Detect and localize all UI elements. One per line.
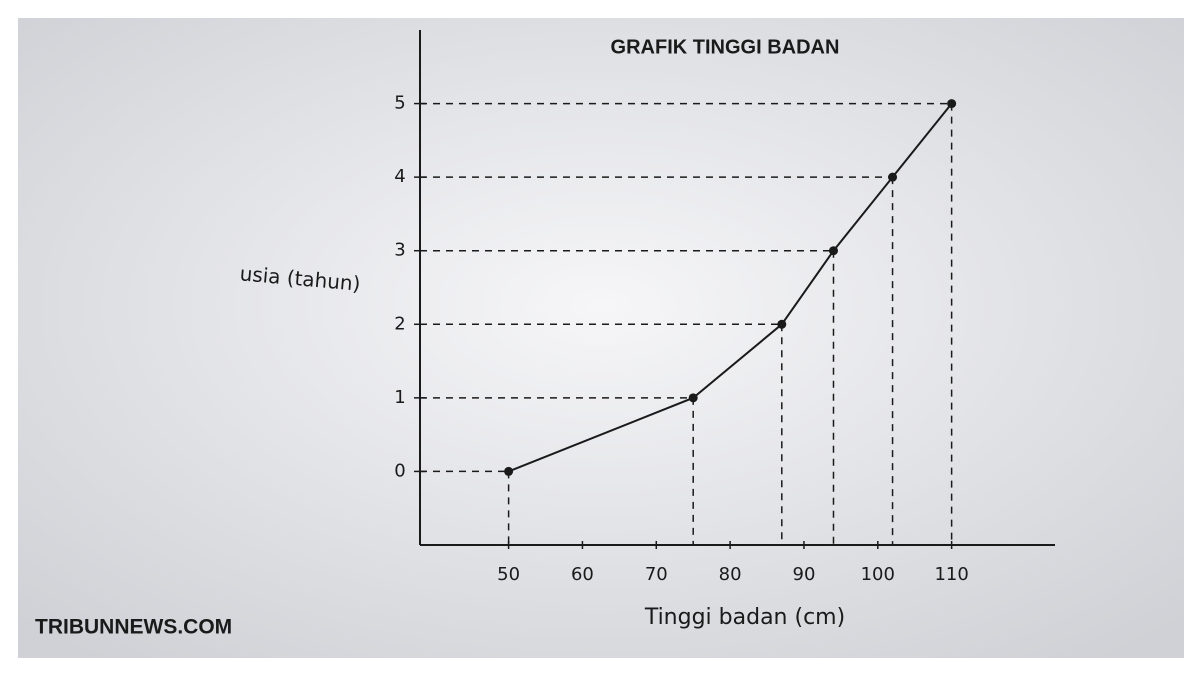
x-tick-label: 70	[645, 564, 668, 585]
paper	[18, 18, 1184, 658]
y-tick-label: 2	[394, 313, 405, 334]
x-tick-label: 110	[934, 564, 968, 585]
x-tick-label: 50	[497, 564, 520, 585]
chart-title: GRAFIK TINGGI BADAN	[611, 36, 840, 58]
data-point	[777, 319, 787, 329]
data-line	[508, 102, 953, 473]
data-point	[947, 99, 957, 109]
y-tick-label: 1	[394, 387, 405, 408]
data-point	[688, 393, 698, 403]
data-point	[828, 246, 838, 256]
x-tick-label: 60	[571, 564, 594, 585]
y-tick-label: 0	[394, 460, 405, 481]
data-point	[888, 172, 898, 182]
x-tick-label: 100	[861, 564, 895, 585]
y-tick-label: 3	[394, 240, 405, 261]
y-tick-label: 5	[394, 93, 405, 114]
x-axis-label: Tinggi badan (cm)	[644, 605, 845, 630]
x-tick-label: 80	[719, 564, 742, 585]
data-point	[504, 466, 514, 476]
y-tick-label: 4	[394, 166, 405, 187]
x-tick-label: 90	[793, 564, 816, 585]
watermark: TRIBUNNEWS.COM	[35, 616, 232, 639]
